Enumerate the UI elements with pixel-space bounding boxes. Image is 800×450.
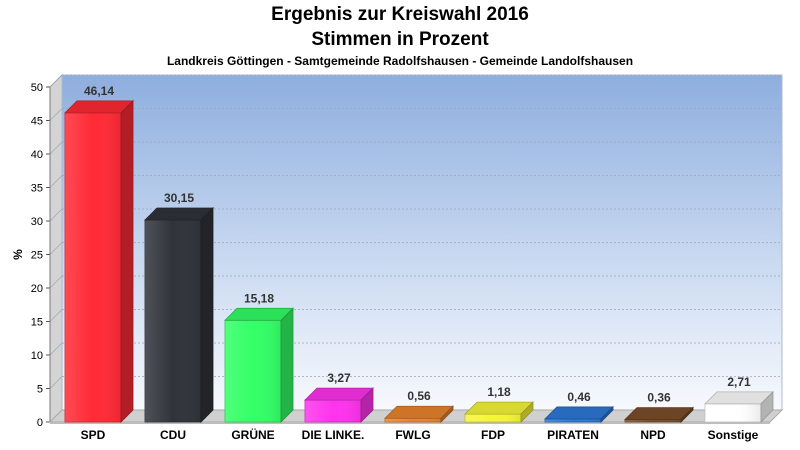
bar-shine (705, 403, 761, 422)
bar-value-label: 1,18 (487, 385, 511, 399)
x-tick-label: GRÜNE (231, 427, 274, 442)
grid-line-side (49, 74, 63, 88)
bar-value-label: 15,18 (244, 291, 274, 305)
x-tick-label: FWLG (395, 428, 430, 442)
bar-value-label: 0,36 (647, 391, 671, 405)
x-tick-label: CDU (160, 428, 186, 442)
x-tick-label: DIE LINKE. (302, 428, 365, 442)
x-tick-label: NPD (640, 428, 666, 442)
x-tick-label: SPD (81, 428, 106, 442)
bar-shine (545, 418, 601, 422)
bar-side (440, 405, 454, 423)
grid-line-side (49, 242, 63, 255)
grid-line-side (49, 141, 63, 155)
bar-shine (465, 414, 521, 422)
grid-line-side (49, 175, 63, 188)
bar-shine (625, 419, 681, 422)
grid-line-side (49, 309, 63, 322)
bar-value-label: 0,46 (567, 390, 591, 404)
grid-line-side (49, 208, 63, 222)
y-axis-label: % (11, 249, 25, 260)
bar-value-label: 46,14 (84, 84, 114, 98)
bar-shine (225, 320, 281, 422)
bar-shine (305, 400, 361, 422)
bar-side (200, 207, 214, 423)
bar-side (600, 405, 614, 423)
bar-side (760, 390, 774, 423)
x-tick-label: Sonstige (708, 428, 759, 442)
bar-value-label: 30,15 (164, 191, 194, 205)
y-tick-label: 15 (31, 317, 43, 329)
bar-shine (385, 418, 441, 422)
grid-line-side (49, 108, 63, 121)
y-tick-label: 30 (31, 216, 43, 228)
bar-side (680, 406, 694, 423)
bar-side (120, 99, 134, 423)
x-tick-label: PIRATEN (547, 428, 599, 442)
chart-title-line2: Stimmen in Prozent (311, 29, 489, 50)
bar-side (280, 307, 294, 423)
plot-floor-edge (50, 422, 770, 424)
x-tick-label: FDP (481, 428, 505, 442)
bar-value-label: 3,27 (327, 371, 351, 385)
chart-title: Ergebnis zur Kreiswahl 2016 (271, 4, 529, 25)
y-tick-label: 35 (31, 183, 43, 195)
bar-value-label: 0,56 (407, 389, 431, 403)
grid-line-side (49, 275, 63, 289)
grid-line-side (49, 376, 63, 389)
y-tick-label: 10 (31, 350, 43, 362)
grid-line-side (49, 342, 63, 356)
bar-value-label: 2,71 (727, 375, 751, 389)
y-tick-label: 50 (31, 82, 43, 94)
bar-side (360, 387, 374, 423)
y-tick-label: 40 (31, 149, 43, 161)
bar-shine (145, 219, 201, 422)
y-tick-label: 25 (31, 250, 43, 262)
y-tick-label: 45 (31, 116, 43, 128)
bar-shine (65, 112, 121, 422)
bar-side (520, 401, 534, 423)
y-tick-label: 0 (37, 417, 43, 429)
y-tick-label: 20 (31, 283, 43, 295)
y-tick-label: 5 (37, 384, 43, 396)
chart-subtitle: Landkreis Göttingen - Samtgemeinde Radol… (166, 54, 634, 68)
